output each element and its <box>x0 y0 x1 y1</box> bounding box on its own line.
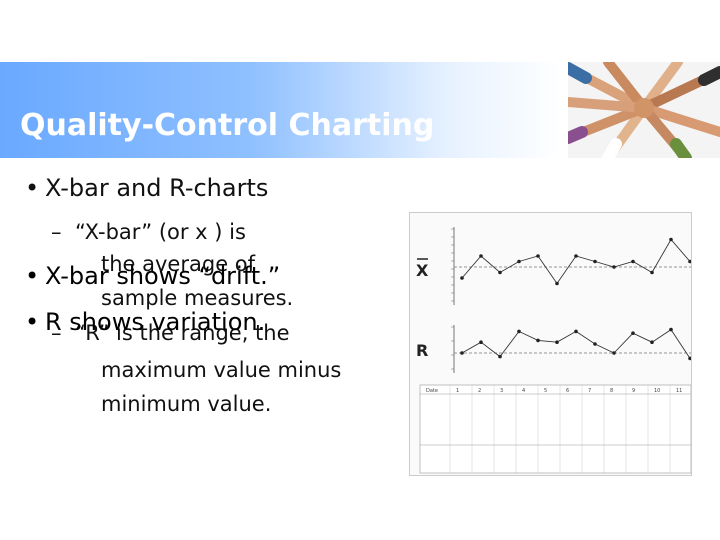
sub-bullet-1-line-1: – “X-bar” (or x ) is <box>51 220 246 244</box>
r-point <box>669 327 673 332</box>
control-chart-figure: X R Date123456789101112 <box>409 212 692 476</box>
bullet-dot: • <box>25 174 40 202</box>
bullet-3: • R shows variation. <box>25 308 266 336</box>
xbar-point <box>555 281 559 286</box>
table-header-cell: 9 <box>632 388 635 394</box>
table-header-cell: Date <box>426 388 438 394</box>
table-header-cell: 8 <box>610 388 613 394</box>
bullet-1: • X-bar and R-charts <box>25 174 269 202</box>
bullet-3-text: R shows variation. <box>45 308 266 336</box>
xbar-point <box>460 276 464 280</box>
slide-title: Quality-Control Charting <box>20 108 435 143</box>
sub-bullet-1-line-2: the average of <box>101 252 256 276</box>
xbar-point <box>688 259 691 264</box>
r-point <box>555 340 559 344</box>
control-chart-svg: X R Date123456789101112 <box>416 227 691 474</box>
table-header-cell: 4 <box>522 388 525 394</box>
xbar-chart-label: X <box>416 261 429 280</box>
xbar-plot-area <box>453 227 691 305</box>
r-point <box>574 329 578 334</box>
table-header-cell: 7 <box>588 388 591 394</box>
sub-bullet-dash: – <box>51 220 62 244</box>
xbar-series-line <box>461 238 691 285</box>
sub-bullet-1-line-3: sample measures. <box>101 286 294 310</box>
r-series-line <box>461 328 691 359</box>
bullet-1-text: X-bar and R-charts <box>45 174 269 202</box>
xbar-point <box>650 270 654 275</box>
xbar-point <box>536 254 540 258</box>
xbar-point <box>593 259 597 264</box>
xbar-point <box>574 254 578 258</box>
table-header-cell: 5 <box>544 388 547 394</box>
bullet-dot: • <box>25 262 40 290</box>
sub-bullet-dash: – <box>51 321 62 345</box>
r-point <box>612 351 616 355</box>
sub-bullet-2-line-2: maximum value minus <box>101 358 342 382</box>
table-header-cell: 1 <box>456 388 459 394</box>
r-point <box>650 340 654 344</box>
r-chart-label: R <box>416 341 428 360</box>
table-header-cell: 3 <box>500 388 503 394</box>
sub-bullet-2-line-1: – “R” is the range, the <box>51 321 290 345</box>
r-point <box>460 351 464 355</box>
table-header-cell: 10 <box>654 388 660 394</box>
bullet-dot: • <box>25 308 40 336</box>
xbar-point <box>517 259 521 264</box>
table-header-cell: 11 <box>676 388 682 394</box>
bullet-2: • X-bar shows “drift.” <box>25 262 281 290</box>
r-point <box>536 338 540 343</box>
xbar-point <box>612 265 616 269</box>
xbar-point <box>631 259 635 264</box>
table-header-cell: 6 <box>566 388 569 394</box>
r-point <box>498 354 502 359</box>
r-point <box>517 329 521 334</box>
r-point <box>593 342 597 346</box>
sub-bullet-2-text-line-1: “R” is the range, the <box>75 321 290 345</box>
teamwork-hands-image <box>562 57 720 164</box>
table-header-cell: 2 <box>478 388 481 394</box>
r-point <box>688 356 691 361</box>
xbar-point <box>669 237 673 242</box>
r-point <box>479 340 483 344</box>
data-table: Date123456789101112 <box>419 384 691 474</box>
r-point <box>631 331 635 335</box>
xbar-point <box>479 254 483 258</box>
xbar-point <box>498 270 502 275</box>
sub-bullet-1-text-line-1: “X-bar” (or x ) is <box>75 220 246 244</box>
r-plot-area <box>453 325 691 373</box>
bullet-2-text: X-bar shows “drift.” <box>45 262 281 290</box>
sub-bullet-2-line-3: minimum value. <box>101 392 272 416</box>
